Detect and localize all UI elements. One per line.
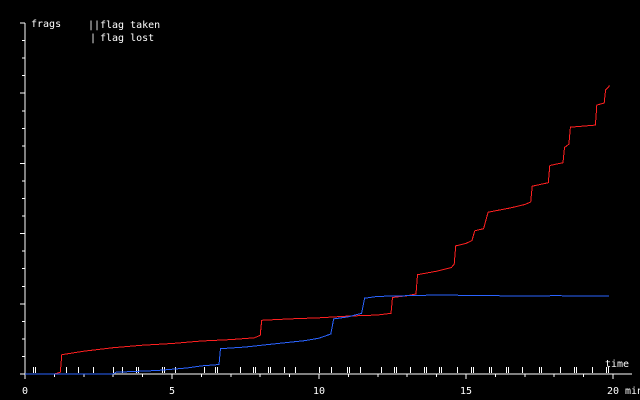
legend-label-flag-taken: flag taken	[100, 20, 160, 31]
legend-label-flag-lost: flag lost	[100, 33, 154, 44]
x-tick-label: 0	[22, 386, 28, 397]
legend: || flag taken | flag lost	[88, 20, 160, 44]
x-unit-label: min	[625, 386, 640, 397]
flag-marks	[33, 367, 609, 373]
axes: 0 5 10 15 20 min	[20, 22, 640, 397]
legend-symbol-flag-lost: |	[90, 33, 96, 44]
series-lines	[25, 85, 610, 375]
series-line-1	[25, 85, 610, 375]
series-line-2	[25, 294, 610, 375]
y-axis-label: frags	[31, 19, 61, 30]
x-tick-label: 10	[313, 386, 325, 397]
legend-symbol-flag-taken: ||	[88, 20, 100, 31]
x-axis-label: time	[605, 359, 629, 370]
x-tick-label: 15	[460, 386, 472, 397]
x-tick-label: 20	[607, 386, 619, 397]
x-tick-label: 5	[169, 386, 175, 397]
